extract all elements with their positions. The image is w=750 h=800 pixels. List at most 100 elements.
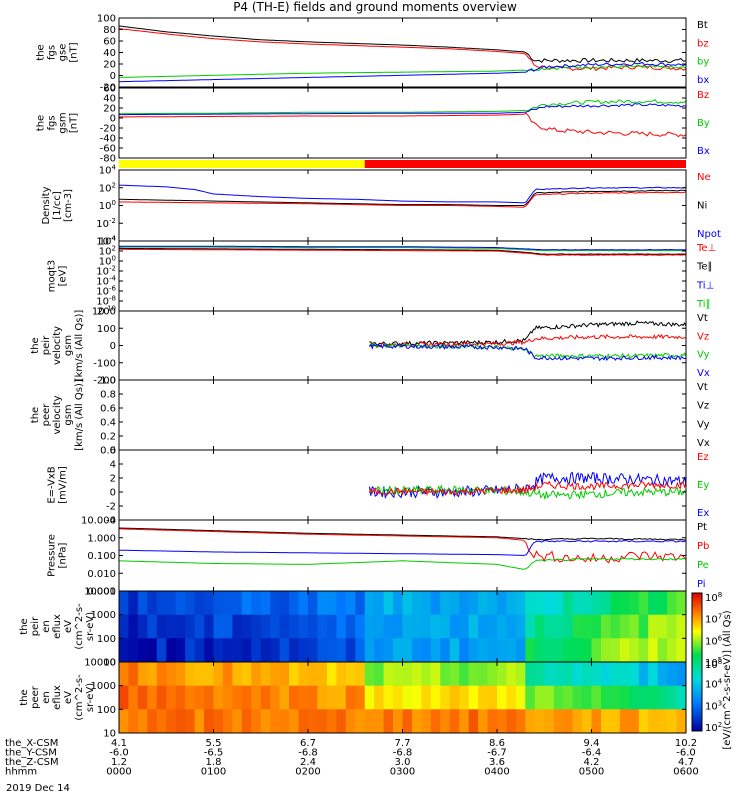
heatmap-cell <box>440 685 451 710</box>
heatmap-cell <box>667 685 677 710</box>
heatmap-cell <box>487 638 498 663</box>
heatmap-cell <box>657 709 668 734</box>
heatmap-cell <box>430 709 441 734</box>
series-fgs_gse-line <box>118 61 687 83</box>
heatmap-cell <box>676 591 687 616</box>
series-density-line <box>119 189 687 206</box>
heatmap-cell <box>515 614 526 639</box>
heatmap-cell <box>667 709 677 734</box>
heatmap-cell <box>232 662 243 687</box>
heatmap-cell <box>204 685 214 710</box>
heatmap-cell <box>525 662 536 687</box>
heatmap-cell <box>459 614 470 639</box>
heatmap-cell <box>402 614 413 639</box>
heatmap-cell <box>156 614 167 639</box>
heatmap-cell <box>374 638 384 663</box>
heatmap-cell <box>610 591 621 616</box>
heatmap-cell <box>657 591 668 616</box>
heatmap-cell <box>591 662 602 687</box>
ytick-label: 10-4 <box>96 235 116 248</box>
heatmap-cell <box>459 709 470 734</box>
orbit-value: 3.0 <box>395 757 411 768</box>
heatmap-cell <box>345 591 356 616</box>
heatmap-cell <box>525 709 536 734</box>
heatmap-cell <box>241 638 252 663</box>
heatmap-cell <box>676 709 687 734</box>
series-peir_velocity-line <box>369 333 687 348</box>
ylabel-line: peer <box>30 685 41 709</box>
series-pressure-line <box>119 539 687 556</box>
panel-efield <box>118 449 687 521</box>
heatmap-cell <box>270 709 281 734</box>
orbit-value: 7.7 <box>395 738 411 749</box>
heatmap-cell <box>572 614 583 639</box>
heatmap-cell <box>572 709 583 734</box>
heatmap-cell <box>591 614 602 639</box>
heatmap-cell <box>440 662 451 687</box>
legend-By: By <box>697 118 710 129</box>
heatmap-cell <box>289 591 299 616</box>
ylabel-line: the <box>36 115 47 131</box>
heatmap-cell <box>553 638 564 663</box>
panel-frame <box>118 379 687 451</box>
ylabel-line: fgs <box>47 45 58 60</box>
series-fgs_gsm-line <box>119 103 687 116</box>
heatmap-cell <box>147 614 158 639</box>
heatmap-cell <box>667 662 677 687</box>
heatmap-cell <box>506 709 517 734</box>
ylabel-line: (cm^2-s- <box>74 674 85 721</box>
heatmap-cell <box>194 709 205 734</box>
ylabel-line: [1/cc] <box>52 191 63 220</box>
heatmap-cell <box>657 662 668 687</box>
heatmap-cell <box>194 685 205 710</box>
series-pressure-line <box>119 528 687 564</box>
heatmap-cell <box>563 591 573 616</box>
heatmap-cell <box>147 662 158 687</box>
legend-bx: bx <box>697 75 709 86</box>
heatmap-cell <box>553 685 564 710</box>
heatmap-cell <box>411 614 422 639</box>
heatmap-cell <box>374 614 384 639</box>
heatmap-cell <box>317 709 328 734</box>
heatmap-cell <box>478 709 488 734</box>
heatmap-cell <box>430 685 441 710</box>
heatmap-cell <box>355 591 366 616</box>
heatmap-cell <box>544 614 555 639</box>
heatmap-cell <box>317 662 328 687</box>
ylabel-line: Density <box>41 186 52 224</box>
ylabel-line: gsm <box>63 404 74 425</box>
heatmap-cell <box>166 662 177 687</box>
ytick-label: 0 <box>110 488 116 499</box>
ylabel-line: (cm^2-s- <box>74 603 85 650</box>
colorbar-tick: 104 <box>705 678 723 691</box>
heatmap-cell <box>213 614 224 639</box>
ytick-label: 0.001 <box>87 587 116 598</box>
heatmap-cell <box>166 638 177 663</box>
heatmap-cell <box>194 614 205 639</box>
ylabel-line: moqt3 <box>47 260 58 293</box>
heatmap-cell <box>610 709 621 734</box>
heatmap-cell <box>326 662 337 687</box>
heatmap-cell <box>638 638 649 663</box>
heatmap-cell <box>515 591 526 616</box>
heatmap-cell <box>119 614 129 639</box>
colorbar-tick: 103 <box>705 699 722 712</box>
panel-peer_spec <box>118 661 687 734</box>
series-fgs_gsm-line <box>119 99 687 115</box>
date-label: 2019 Dec 14 <box>6 783 70 794</box>
heatmap-cell <box>449 638 460 663</box>
heatmap-cell <box>487 662 498 687</box>
orbit-value: 0000 <box>106 767 131 778</box>
legend-Ey: Ey <box>697 480 709 491</box>
heatmap-cell <box>601 614 611 639</box>
heatmap-cell <box>119 685 129 710</box>
legend-Bx: Bx <box>697 146 710 157</box>
colorbar-tick-top: 108 <box>705 658 722 671</box>
heatmap-cell <box>241 662 252 687</box>
ytick-label: 100 <box>97 14 116 25</box>
ytick-label: 1000 <box>91 681 116 692</box>
series-density-line <box>118 191 687 208</box>
heatmap-cell <box>185 709 195 734</box>
heatmap-cell <box>515 662 526 687</box>
heatmap-cell <box>638 709 649 734</box>
